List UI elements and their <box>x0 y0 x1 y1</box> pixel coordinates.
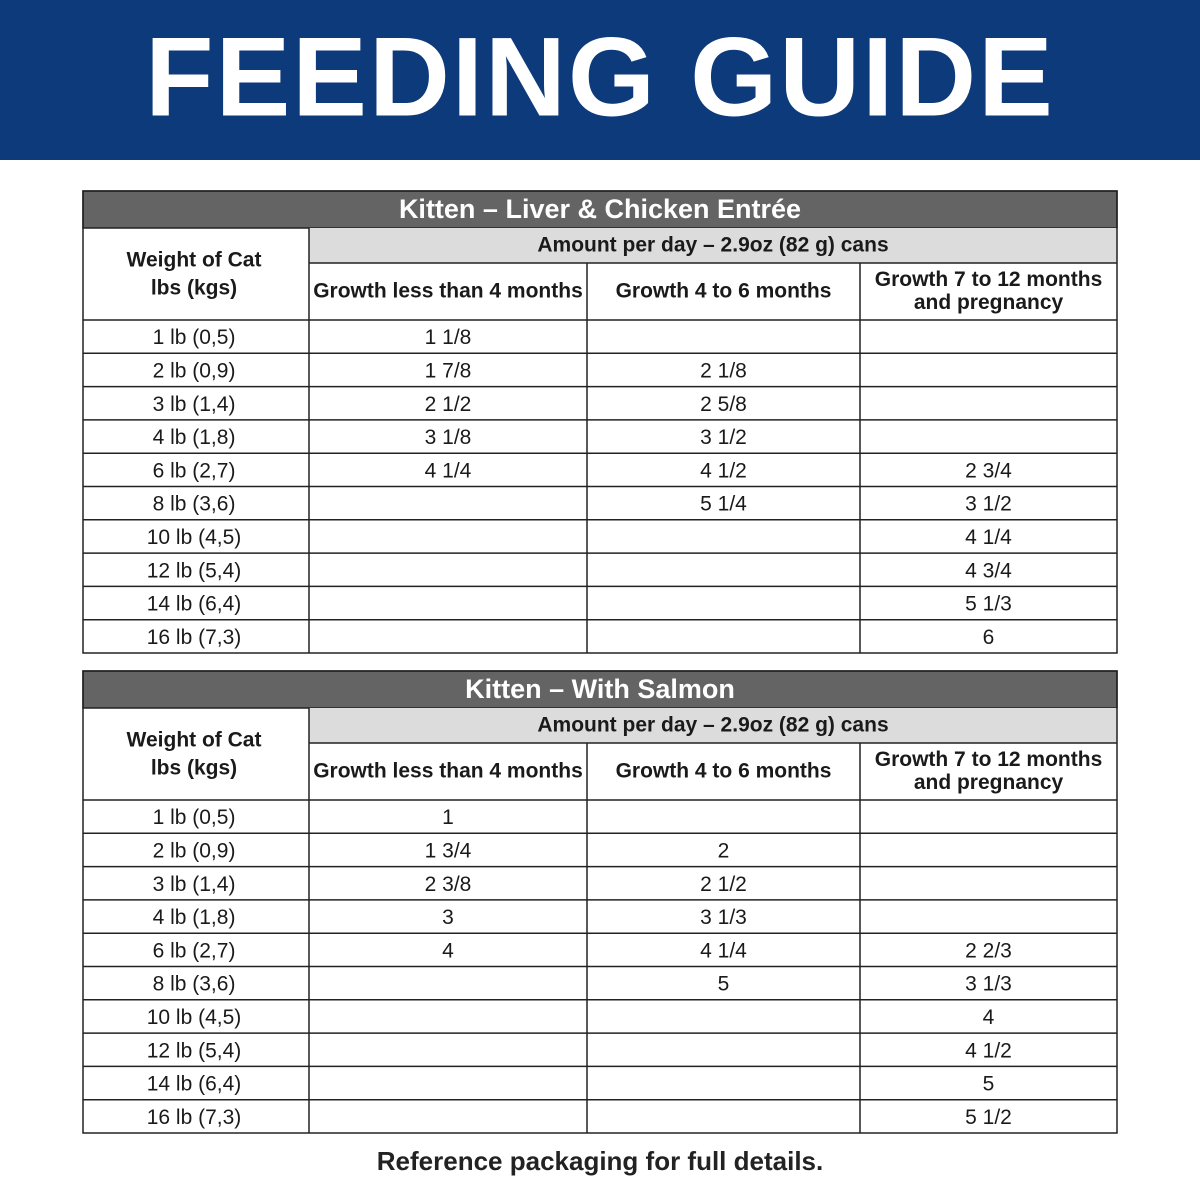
table-cell: 1 3/4 <box>425 839 472 862</box>
weight-header: lbs (kgs) <box>151 277 237 300</box>
table-cell: 3 <box>442 906 454 929</box>
table-cell: 12 lb (5,4) <box>147 559 242 582</box>
table-cell: 3 1/3 <box>965 973 1012 996</box>
table-cell: 2 1/2 <box>700 873 747 896</box>
table-cell: 14 lb (6,4) <box>147 593 242 616</box>
table-cell: 1 lb (0,5) <box>153 806 236 829</box>
table-cell: 5 1/2 <box>965 1106 1012 1129</box>
table-cell: 2 <box>718 839 730 862</box>
table-cell: 4 lb (1,8) <box>153 906 236 929</box>
weight-header: Weight of Cat <box>127 729 262 752</box>
column-header: and pregnancy <box>914 291 1064 314</box>
table-cell: 4 1/4 <box>700 939 747 962</box>
table-cell: 10 lb (4,5) <box>147 526 242 549</box>
weight-header: lbs (kgs) <box>151 757 237 780</box>
table-cell: 10 lb (4,5) <box>147 1006 242 1029</box>
table-cell: 2 2/3 <box>965 939 1012 962</box>
table-cell: 5 1/3 <box>965 593 1012 616</box>
table-cell: 4 1/2 <box>700 459 747 482</box>
table-cell: 6 lb (2,7) <box>153 939 236 962</box>
amount-header-bg <box>309 228 1117 263</box>
column-header: Growth 4 to 6 months <box>616 280 832 303</box>
table-cell: 2 lb (0,9) <box>153 839 236 862</box>
table-cell: 4 lb (1,8) <box>153 426 236 449</box>
table-cell: 4 3/4 <box>965 559 1012 582</box>
table-cell: 3 1/3 <box>700 906 747 929</box>
table-cell: 2 5/8 <box>700 393 747 416</box>
table-cell: 1 <box>442 806 454 829</box>
table-cell: 3 1/2 <box>965 493 1012 516</box>
table-cell: 8 lb (3,6) <box>153 493 236 516</box>
table-cell: 6 <box>983 626 995 649</box>
table-cell: 3 1/8 <box>425 426 472 449</box>
table-cell: 4 1/2 <box>965 1039 1012 1062</box>
table-cell: 14 lb (6,4) <box>147 1073 242 1096</box>
column-header: Growth 7 to 12 months <box>875 748 1103 771</box>
column-header: and pregnancy <box>914 771 1064 794</box>
table-border <box>82 190 1118 654</box>
table-cell: 2 3/4 <box>965 459 1012 482</box>
table-cell: 8 lb (3,6) <box>153 973 236 996</box>
table-cell: 5 1/4 <box>700 493 747 516</box>
table-cell: 5 <box>718 973 730 996</box>
table-cell: 5 <box>983 1073 995 1096</box>
table-title: Kitten – With Salmon <box>465 674 735 704</box>
table-cell: 12 lb (5,4) <box>147 1039 242 1062</box>
amount-header: Amount per day – 2.9oz (82 g) cans <box>537 714 888 737</box>
table-cell: 2 lb (0,9) <box>153 359 236 382</box>
table-cell: 3 lb (1,4) <box>153 873 236 896</box>
table-cell: 2 3/8 <box>425 873 472 896</box>
table-cell: 1 7/8 <box>425 359 472 382</box>
weight-header: Weight of Cat <box>127 249 262 272</box>
footer-note: Reference packaging for full details. <box>377 1146 823 1176</box>
table-cell: 4 <box>983 1006 995 1029</box>
table-cell: 4 1/4 <box>425 459 472 482</box>
table-cell: 4 <box>442 939 454 962</box>
table-cell: 1 lb (0,5) <box>153 326 236 349</box>
header-band <box>0 0 1200 160</box>
table-cell: 3 1/2 <box>700 426 747 449</box>
table-border <box>82 670 1118 1134</box>
table-cell: 3 lb (1,4) <box>153 393 236 416</box>
table-cell: 2 1/8 <box>700 359 747 382</box>
table-cell: 1 1/8 <box>425 326 472 349</box>
column-header: Growth 7 to 12 months <box>875 268 1103 291</box>
column-header: Growth less than 4 months <box>313 280 583 303</box>
table-cell: 2 1/2 <box>425 393 472 416</box>
table-cell: 16 lb (7,3) <box>147 1106 242 1129</box>
table-cell: 16 lb (7,3) <box>147 626 242 649</box>
column-header: Growth less than 4 months <box>313 760 583 783</box>
table-title-bar <box>82 190 1118 229</box>
header-title: FEEDING GUIDE <box>145 15 1055 140</box>
amount-header-bg <box>309 708 1117 743</box>
amount-header: Amount per day – 2.9oz (82 g) cans <box>537 234 888 257</box>
column-header: Growth 4 to 6 months <box>616 760 832 783</box>
table-cell: 6 lb (2,7) <box>153 459 236 482</box>
table-title: Kitten – Liver & Chicken Entrée <box>399 194 801 224</box>
table-cell: 4 1/4 <box>965 526 1012 549</box>
